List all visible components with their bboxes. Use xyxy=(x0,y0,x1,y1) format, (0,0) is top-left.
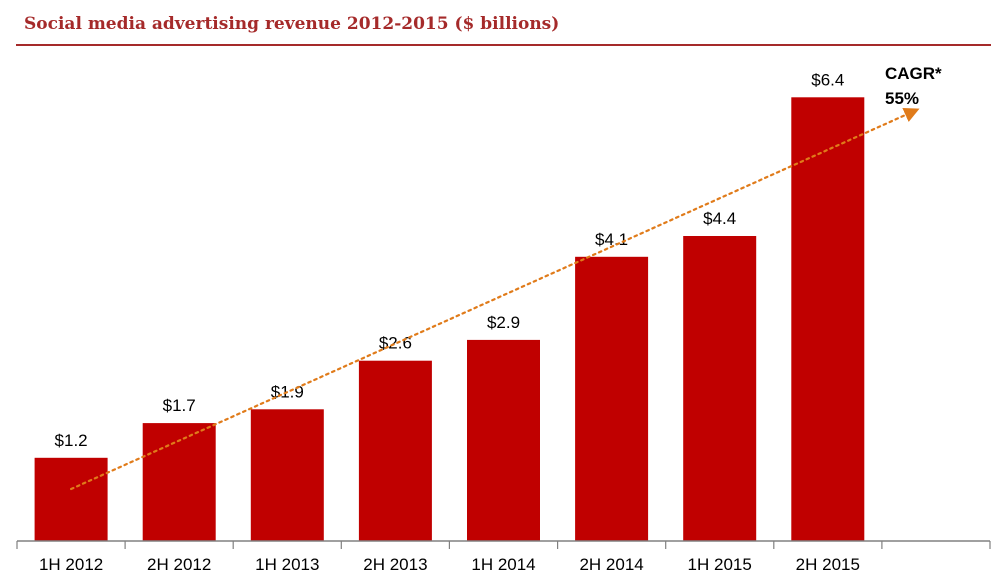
cagr-value: 55% xyxy=(885,89,919,108)
x-tick-label: 2H 2014 xyxy=(579,555,643,574)
value-label: $4.4 xyxy=(703,209,736,228)
x-tick-label: 2H 2015 xyxy=(796,555,860,574)
x-tick-label: 1H 2013 xyxy=(255,555,319,574)
bars-group xyxy=(34,97,865,542)
title-divider xyxy=(16,44,991,46)
value-labels-group: $1.2$1.7$1.9$2.6$2.9$4.1$4.4$6.4 xyxy=(55,70,845,450)
bar-1h-2015 xyxy=(683,236,757,541)
value-label: $1.7 xyxy=(163,396,196,415)
bar-1h-2013 xyxy=(250,409,324,541)
x-tick-label: 2H 2013 xyxy=(363,555,427,574)
bar-1h-2014 xyxy=(467,339,540,541)
bar-2h-2013 xyxy=(358,360,432,541)
value-label: $2.9 xyxy=(487,313,520,332)
x-tick-label: 1H 2012 xyxy=(39,555,103,574)
cagr-annotation: CAGR* 55% xyxy=(885,64,942,108)
cagr-trend-arrow xyxy=(69,107,920,491)
x-axis: 1H 2012 2H 2012 1H 2013 2H 2013 1H 2014 2H 20… xyxy=(16,540,991,574)
x-tick-label: 1H 2014 xyxy=(471,555,535,574)
chart-title: Social media advertising revenue 2012-20… xyxy=(24,14,560,34)
bar-2h-2015 xyxy=(791,97,865,542)
value-label: $6.4 xyxy=(811,70,844,89)
value-label: $2.6 xyxy=(379,334,412,353)
bar-2h-2012 xyxy=(142,423,216,541)
value-label: $1.2 xyxy=(55,431,88,450)
cagr-label: CAGR* xyxy=(885,64,942,83)
trend-group xyxy=(69,107,920,491)
x-tick-label: 2H 2012 xyxy=(147,555,211,574)
bar-2h-2014 xyxy=(575,256,649,541)
bar-1h-2012 xyxy=(34,457,108,541)
x-tick-label: 1H 2015 xyxy=(688,555,752,574)
